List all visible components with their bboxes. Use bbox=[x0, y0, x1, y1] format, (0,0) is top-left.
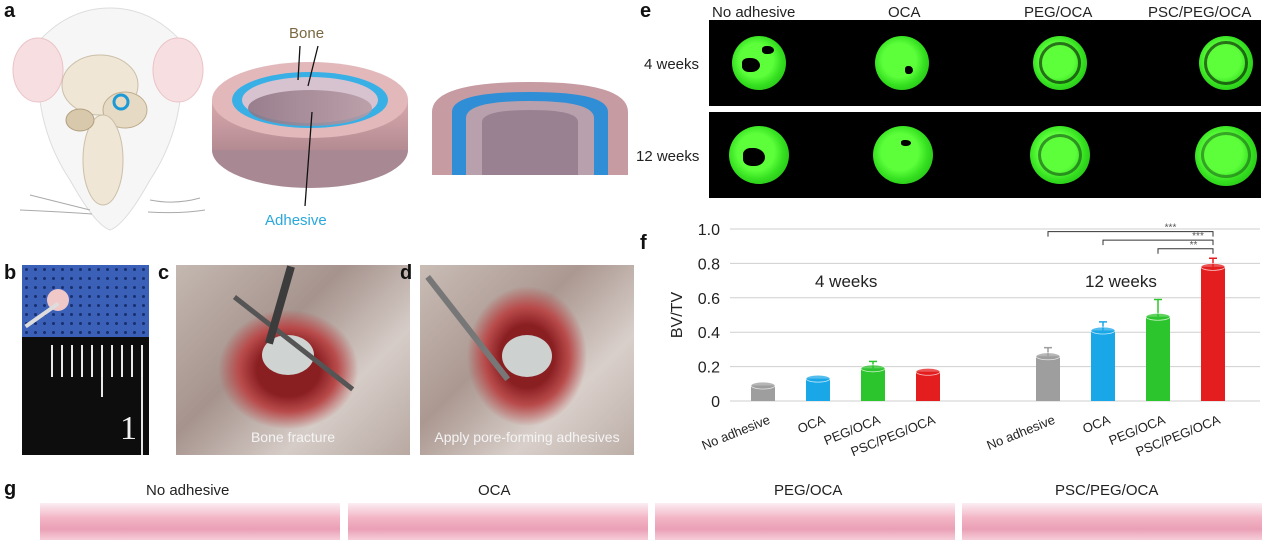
x-category-label: No adhesive bbox=[699, 412, 772, 453]
significance-bracket bbox=[1157, 248, 1214, 254]
bar bbox=[916, 371, 940, 401]
arrow-bone-right bbox=[307, 45, 319, 87]
x-category-label: No adhesive bbox=[984, 412, 1057, 453]
bar bbox=[861, 368, 885, 401]
bone-ring-cross-section bbox=[432, 82, 628, 175]
arrow-adhesive bbox=[304, 111, 313, 207]
col-header-no-adhesive: No adhesive bbox=[712, 4, 796, 21]
microct-disc bbox=[1195, 126, 1257, 186]
bar bbox=[1146, 316, 1170, 401]
microct-disc bbox=[729, 126, 789, 184]
significance-bracket bbox=[1102, 239, 1214, 246]
significance-label: ** bbox=[1190, 240, 1198, 251]
bar-top bbox=[1145, 312, 1171, 321]
significance-label: *** bbox=[1165, 223, 1177, 234]
bar bbox=[751, 385, 775, 401]
row-label-12-weeks: 12 weeks bbox=[636, 148, 700, 165]
y-tick-label: 0.8 bbox=[698, 256, 720, 273]
panel-letter-c: c bbox=[158, 262, 170, 284]
histo-header-no-adhesive: No adhesive bbox=[146, 482, 230, 499]
col-header-peg-oca: PEG/OCA bbox=[1024, 4, 1093, 21]
histo-header-psc-peg-oca: PSC/PEG/OCA bbox=[1055, 482, 1159, 499]
panel-b-photo: 1 bbox=[22, 265, 149, 455]
significance-label: *** bbox=[1192, 231, 1204, 242]
panel-a-illustration bbox=[12, 7, 628, 231]
microct-disc bbox=[873, 126, 933, 184]
panel-c-photo: Bone fracture bbox=[176, 265, 410, 455]
ruler-number: 1 bbox=[120, 410, 137, 447]
col-header-psc-peg-oca: PSC/PEG/OCA bbox=[1148, 4, 1252, 21]
microct-disc bbox=[1030, 126, 1090, 184]
bar bbox=[806, 378, 830, 401]
panel-letter-a: a bbox=[4, 0, 16, 22]
panel-letter-d: d bbox=[400, 262, 413, 284]
microct-disc bbox=[1033, 36, 1087, 90]
microct-disc bbox=[1199, 36, 1253, 90]
bar-top bbox=[1035, 352, 1061, 361]
panel-letter-b: b bbox=[4, 262, 17, 284]
significance-bracket bbox=[1047, 231, 1214, 237]
bar bbox=[1036, 356, 1060, 401]
y-tick-label: 0.2 bbox=[698, 360, 720, 377]
label-adhesive: Adhesive bbox=[265, 212, 327, 229]
bar-top bbox=[750, 381, 776, 390]
panel-d-caption: Apply pore-forming adhesives bbox=[434, 429, 620, 445]
bar-top bbox=[1200, 262, 1226, 271]
bar-top bbox=[805, 374, 831, 383]
bar-top bbox=[1090, 326, 1116, 335]
y-tick-label: 0.6 bbox=[698, 291, 720, 308]
bone-ring-full bbox=[212, 62, 408, 188]
histology-image-psc-peg-oca bbox=[962, 503, 1262, 540]
bar-top bbox=[915, 367, 941, 376]
microct-disc bbox=[732, 36, 786, 90]
arrow-bone-left bbox=[297, 45, 301, 81]
microct-row-12-weeks bbox=[709, 112, 1261, 198]
bar bbox=[1201, 266, 1225, 401]
mouse-skull-illustration bbox=[12, 7, 206, 231]
microct-row-4-weeks bbox=[709, 20, 1261, 106]
col-header-oca: OCA bbox=[888, 4, 921, 21]
panel-letter-f: f bbox=[640, 232, 647, 254]
histology-image-oca bbox=[348, 503, 648, 540]
row-label-4-weeks: 4 weeks bbox=[644, 56, 700, 73]
histo-header-peg-oca: PEG/OCA bbox=[774, 482, 843, 499]
bar bbox=[1091, 330, 1115, 401]
ruler-scale bbox=[51, 345, 143, 455]
bar-top bbox=[860, 364, 886, 373]
y-axis-label: BV/TV bbox=[669, 292, 686, 339]
panel-letter-g: g bbox=[4, 478, 17, 500]
y-tick-label: 0 bbox=[711, 394, 720, 411]
group-label: 4 weeks bbox=[815, 272, 877, 291]
histology-image-peg-oca bbox=[655, 503, 955, 540]
histology-image-no-adhesive bbox=[40, 503, 340, 540]
y-tick-label: 0.4 bbox=[698, 325, 720, 342]
label-bone: Bone bbox=[289, 25, 325, 42]
group-label: 12 weeks bbox=[1085, 272, 1157, 291]
panel-d-photo: Apply pore-forming adhesives bbox=[420, 265, 634, 455]
y-tick-label: 1.0 bbox=[698, 222, 720, 239]
histo-header-oca: OCA bbox=[478, 482, 511, 499]
microct-disc bbox=[875, 36, 929, 90]
panel-letter-e: e bbox=[640, 0, 652, 22]
panel-c-caption: Bone fracture bbox=[250, 429, 336, 445]
